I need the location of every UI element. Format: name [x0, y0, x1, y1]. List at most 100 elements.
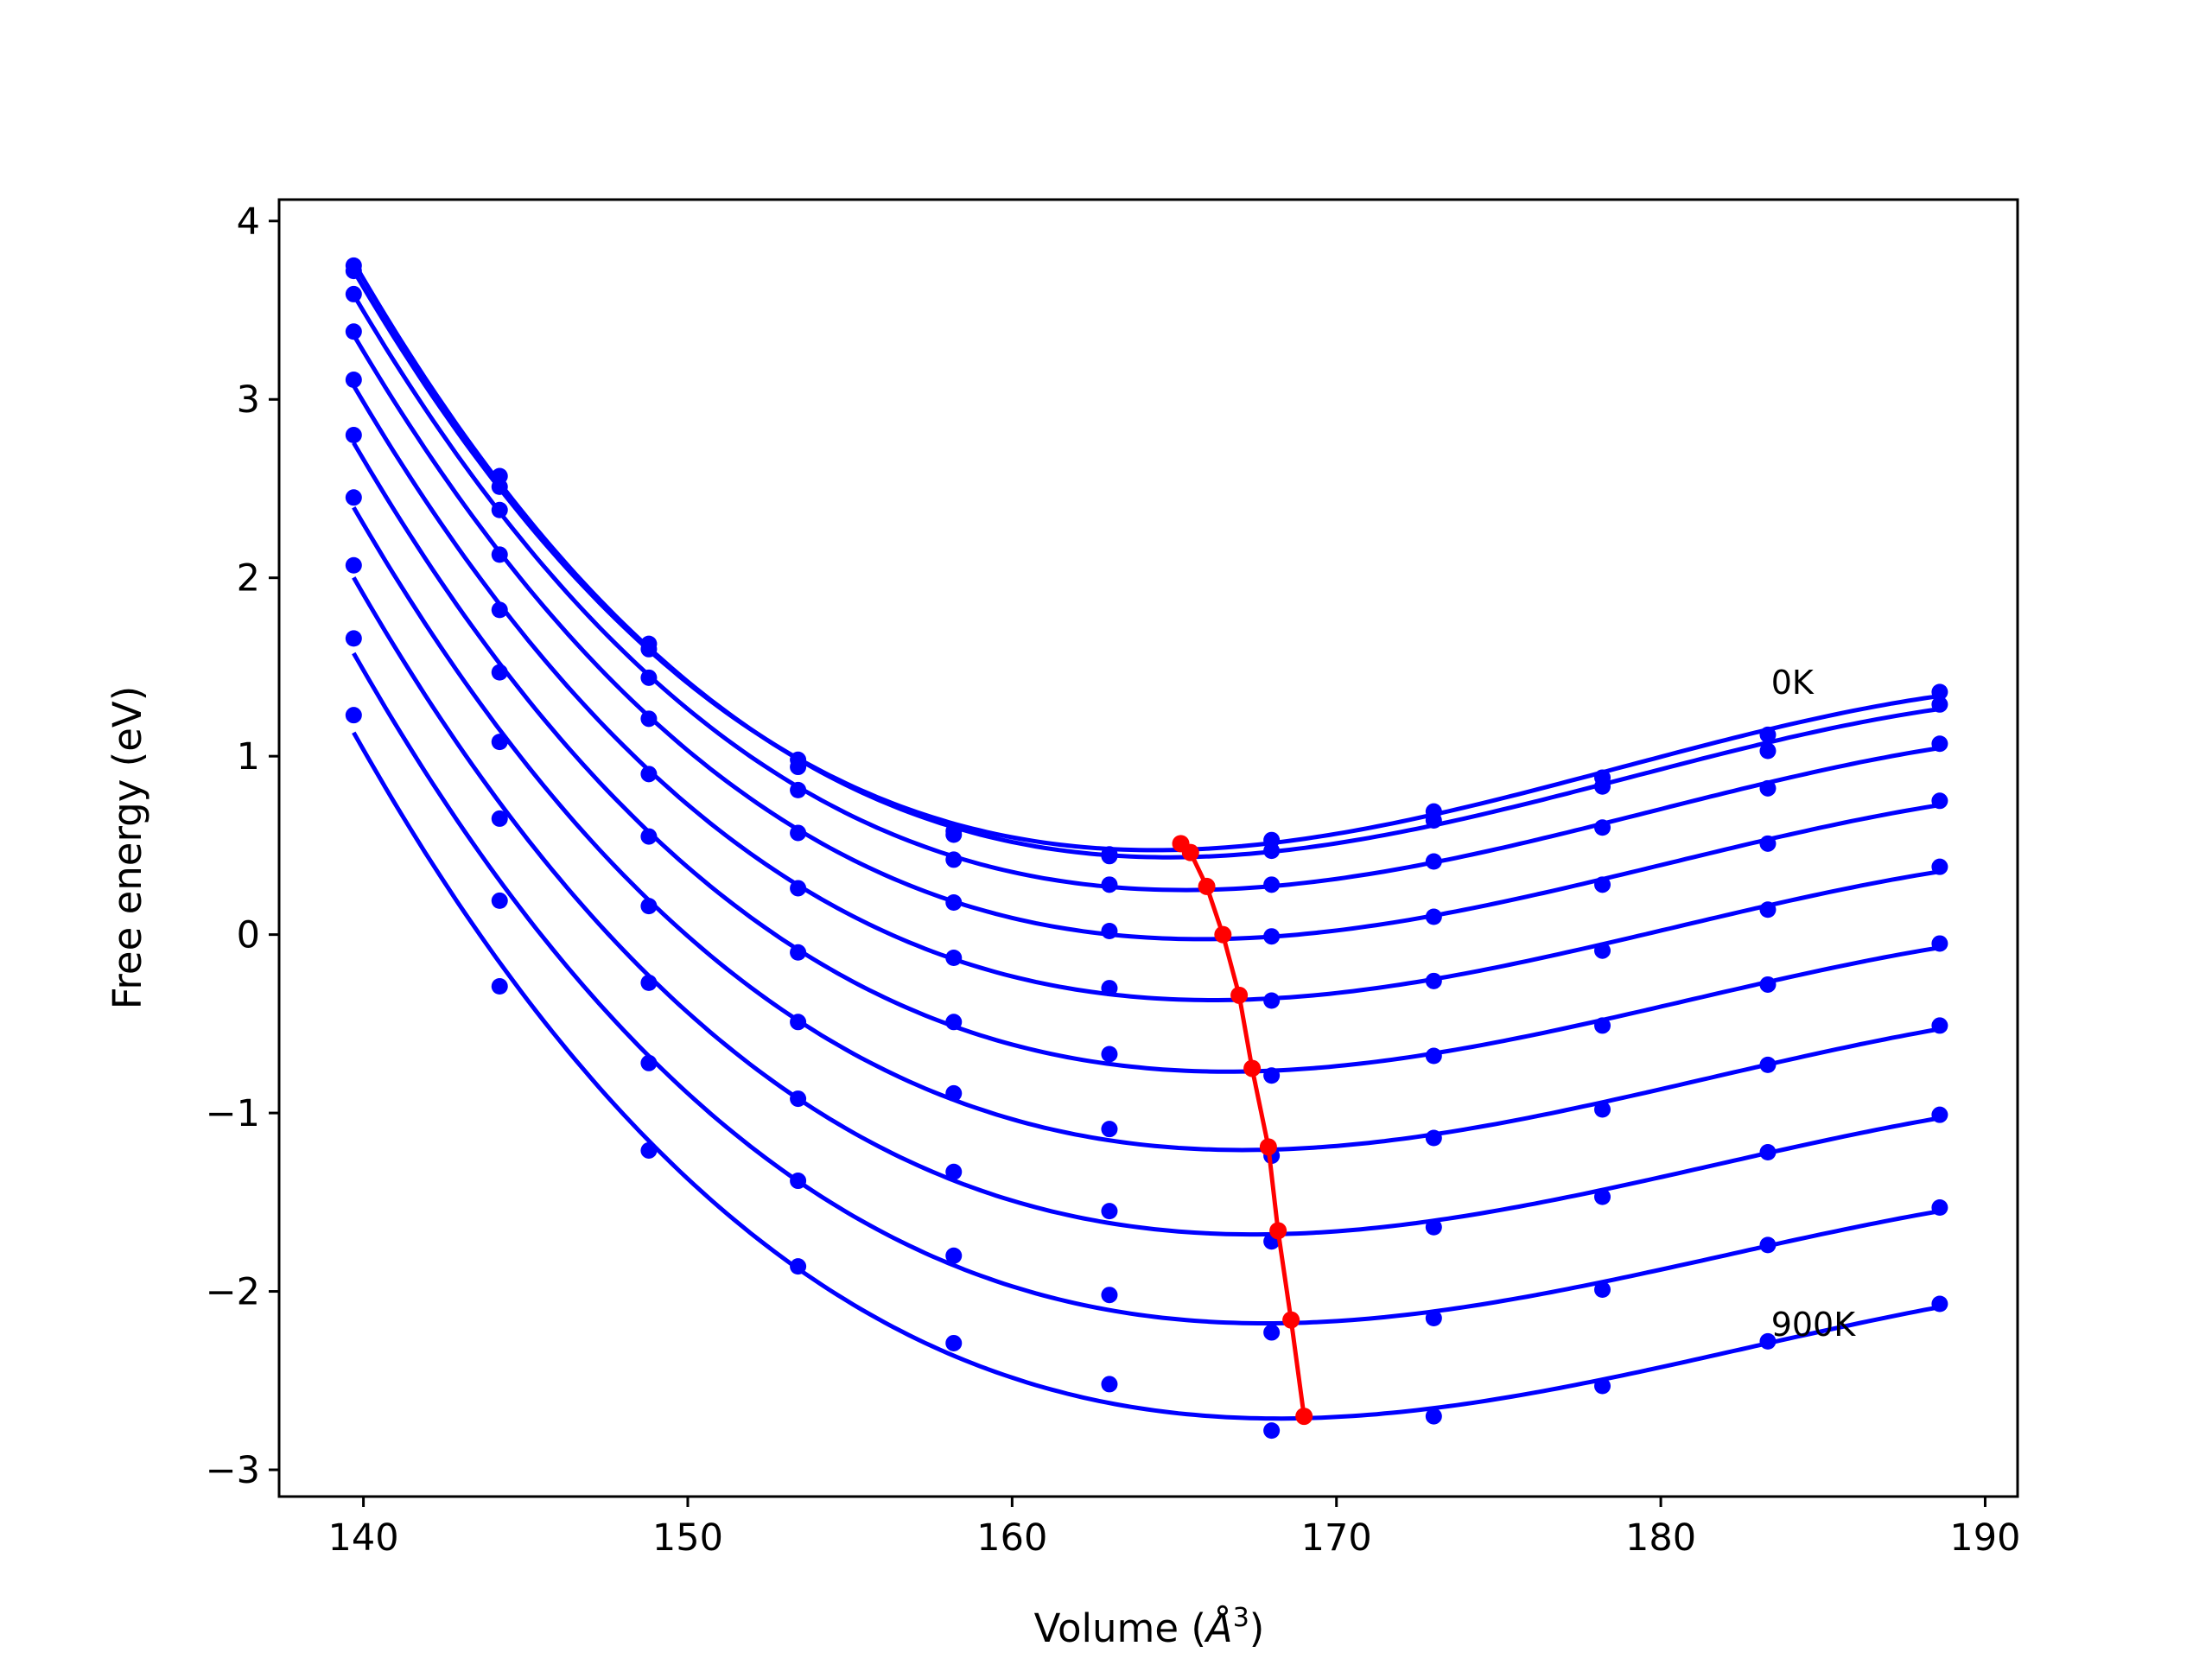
minima-line — [1179, 842, 1306, 1417]
data-point-s2-8 — [1594, 819, 1611, 836]
data-point-s9-7 — [1425, 1408, 1442, 1425]
data-point-s8-1 — [491, 892, 508, 909]
minimum-point-3 — [1214, 925, 1232, 944]
plot-frame — [277, 198, 2019, 1498]
data-point-s6-10 — [1931, 1017, 1948, 1034]
data-point-s7-2 — [640, 974, 658, 991]
data-point-s2-7 — [1425, 853, 1442, 870]
x-tick-label-5: 190 — [1949, 1516, 2020, 1560]
data-point-s4-9 — [1759, 901, 1777, 918]
data-point-s9-1 — [491, 978, 508, 995]
y-tick-label-2: 2 — [237, 557, 260, 601]
data-point-s1-5 — [1101, 848, 1118, 865]
y-tick-label-1: 3 — [237, 378, 260, 422]
data-point-s4-3 — [790, 880, 807, 897]
minima-layer — [1172, 835, 1313, 1426]
data-point-s3-2 — [640, 710, 658, 728]
data-point-s7-3 — [790, 1090, 807, 1108]
data-point-s4-8 — [1594, 942, 1611, 959]
data-point-s2-3 — [790, 781, 807, 798]
y-tick-label-3: 1 — [237, 735, 260, 779]
x-tick-label-3: 170 — [1301, 1516, 1372, 1560]
data-point-s7-8 — [1594, 1188, 1611, 1205]
data-point-s2-5 — [1101, 876, 1118, 893]
data-point-s6-7 — [1425, 1129, 1442, 1147]
data-point-s3-3 — [790, 824, 807, 842]
data-point-s3-8 — [1594, 876, 1611, 893]
y-tick-label-0: 4 — [237, 200, 260, 244]
x-tick-label-1: 150 — [652, 1516, 723, 1560]
data-point-s8-9 — [1759, 1236, 1777, 1254]
data-point-s5-10 — [1931, 935, 1948, 952]
data-point-s1-7 — [1425, 811, 1442, 829]
data-point-s9-6 — [1263, 1422, 1281, 1440]
data-point-s8-5 — [1101, 1287, 1118, 1304]
data-point-s6-3 — [790, 1014, 807, 1031]
y-tick-label-7: −3 — [206, 1449, 260, 1492]
series-curve-1 — [352, 261, 1941, 860]
data-point-s8-10 — [1931, 1199, 1948, 1217]
data-point-s4-4 — [945, 949, 963, 966]
data-point-s6-1 — [491, 734, 508, 751]
data-point-s7-7 — [1425, 1218, 1442, 1236]
minimum-point-7 — [1269, 1222, 1287, 1240]
series-curve-9 — [352, 731, 1941, 1421]
data-point-s3-0 — [345, 323, 362, 340]
data-point-s7-1 — [491, 810, 508, 827]
data-point-s9-5 — [1101, 1376, 1118, 1393]
x-axis: 140 150 160 170 180 190 — [328, 1497, 2021, 1560]
data-point-s5-9 — [1759, 976, 1777, 993]
data-point-s9-10 — [1931, 1295, 1948, 1313]
data-point-s5-1 — [491, 664, 508, 681]
data-point-s2-4 — [945, 851, 963, 868]
data-point-s0-10 — [1931, 683, 1948, 701]
annotation-0: 0K — [1771, 664, 1815, 702]
data-point-s5-6 — [1263, 1067, 1281, 1084]
data-point-s9-3 — [790, 1258, 807, 1275]
data-point-s2-9 — [1759, 779, 1777, 797]
data-point-s3-10 — [1931, 792, 1948, 810]
data-point-s8-7 — [1425, 1310, 1442, 1327]
data-point-s3-4 — [945, 893, 963, 911]
data-point-s1-3 — [790, 759, 807, 776]
data-point-s4-5 — [1101, 980, 1118, 997]
y-tick-label-4: 0 — [237, 914, 260, 957]
data-point-s3-7 — [1425, 908, 1442, 925]
data-point-s1-4 — [945, 826, 963, 843]
minimum-point-4 — [1230, 986, 1249, 1004]
data-point-s7-10 — [1931, 1106, 1948, 1123]
data-point-s5-3 — [790, 944, 807, 961]
data-point-s9-2 — [640, 1141, 658, 1159]
data-point-s6-9 — [1759, 1056, 1777, 1073]
data-point-s6-2 — [640, 898, 658, 915]
data-point-s0-9 — [1759, 726, 1777, 743]
data-point-s8-0 — [345, 630, 362, 647]
points-layer — [345, 257, 1948, 1440]
data-point-s3-9 — [1759, 835, 1777, 852]
data-point-s1-9 — [1759, 742, 1777, 760]
data-point-s6-5 — [1101, 1121, 1118, 1138]
minimum-point-5 — [1243, 1059, 1262, 1077]
minimum-point-8 — [1282, 1311, 1300, 1329]
data-point-s8-8 — [1594, 1281, 1611, 1299]
y-axis-label: Free energy (eV) — [105, 686, 150, 1009]
data-point-s2-2 — [640, 669, 658, 686]
series-curve-4 — [352, 385, 1941, 1002]
data-point-s1-2 — [640, 635, 658, 652]
data-point-s8-3 — [790, 1173, 807, 1190]
data-point-s3-5 — [1101, 923, 1118, 940]
data-point-s2-10 — [1931, 735, 1948, 753]
series-curve-6 — [352, 505, 1941, 1153]
series-curve-7 — [352, 576, 1941, 1237]
data-point-s9-4 — [945, 1334, 963, 1351]
data-point-s5-7 — [1425, 1047, 1442, 1065]
series-curve-3 — [352, 334, 1941, 942]
data-point-s8-4 — [945, 1247, 963, 1264]
annotation-1: 900K — [1771, 1306, 1857, 1344]
data-point-s1-10 — [1931, 696, 1948, 713]
minimum-point-1 — [1181, 843, 1199, 861]
minimum-point-9 — [1295, 1408, 1313, 1426]
series-curve-5 — [352, 442, 1941, 1074]
